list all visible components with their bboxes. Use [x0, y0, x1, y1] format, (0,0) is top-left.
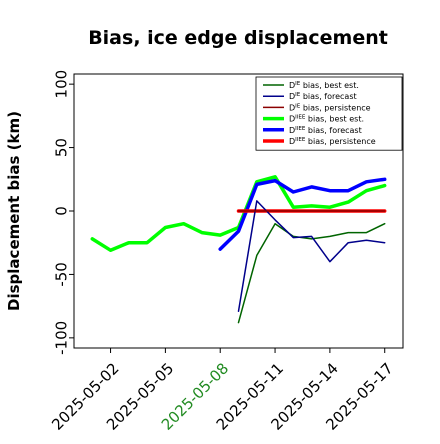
- legend: DIE bias, best est. DIE bias, forecast DIE…: [255, 76, 403, 151]
- legend-label: DIE bias, best est.: [289, 81, 359, 90]
- legend-label: DIIEE bias, forecast: [289, 126, 362, 135]
- y-tick-label: -100: [53, 321, 71, 355]
- series-line: [90, 175, 387, 253]
- legend-label: DIIEE bias, best est.: [289, 115, 364, 124]
- y-axis-label: Displacement bias (km): [5, 111, 23, 311]
- y-tick-label: -50: [53, 262, 71, 287]
- series-line: [237, 200, 386, 312]
- series-line: [218, 177, 387, 251]
- legend-label: DIE bias, persistence: [289, 103, 371, 112]
- chart-title: Bias, ice edge displacement: [88, 27, 388, 49]
- series-lines: [90, 175, 387, 324]
- series-line: [237, 222, 386, 324]
- legend-label: DIIEE bias, persistence: [289, 137, 376, 146]
- y-tick-label: 0: [53, 206, 71, 216]
- legend-label: DIE bias, forecast: [289, 92, 357, 101]
- y-tick-label: 100: [53, 70, 71, 99]
- y-ticks: 100 50 0 -50 -100: [53, 70, 74, 355]
- legend-box: [255, 76, 403, 151]
- x-ticks: 2025-05-022025-05-052025-05-082025-05-11…: [48, 348, 397, 434]
- y-tick-label: 50: [53, 138, 71, 157]
